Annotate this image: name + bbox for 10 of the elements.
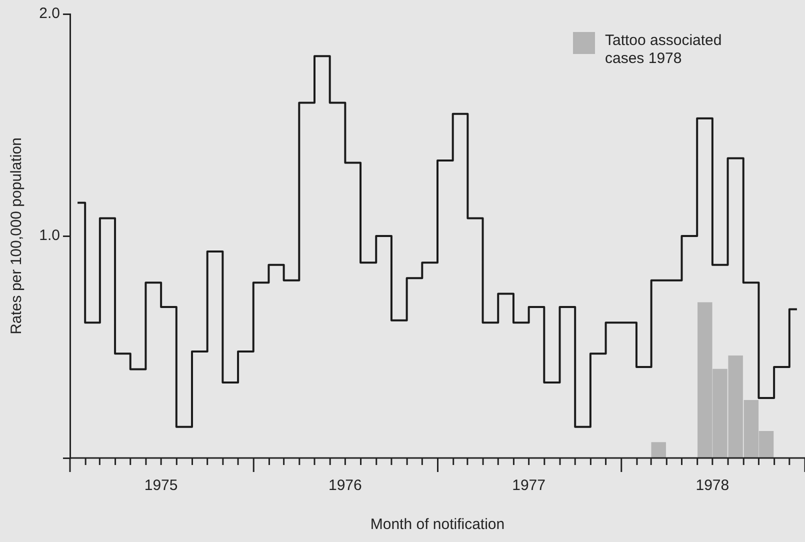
x-tick-label: 1976 <box>328 477 362 494</box>
x-tick-label: 1977 <box>512 477 546 494</box>
y-tick-label: 1.0 <box>39 227 60 244</box>
legend-label: Tattoo associated cases 1978 <box>605 32 723 68</box>
y-tick-label: 2.0 <box>39 5 60 22</box>
x-tick-label: 1978 <box>696 477 730 494</box>
x-tick-label: 1975 <box>144 477 178 494</box>
bar <box>651 442 666 458</box>
y-axis-title: Rates per 100,000 population <box>8 138 26 334</box>
x-axis-title: Month of notification <box>370 516 505 534</box>
